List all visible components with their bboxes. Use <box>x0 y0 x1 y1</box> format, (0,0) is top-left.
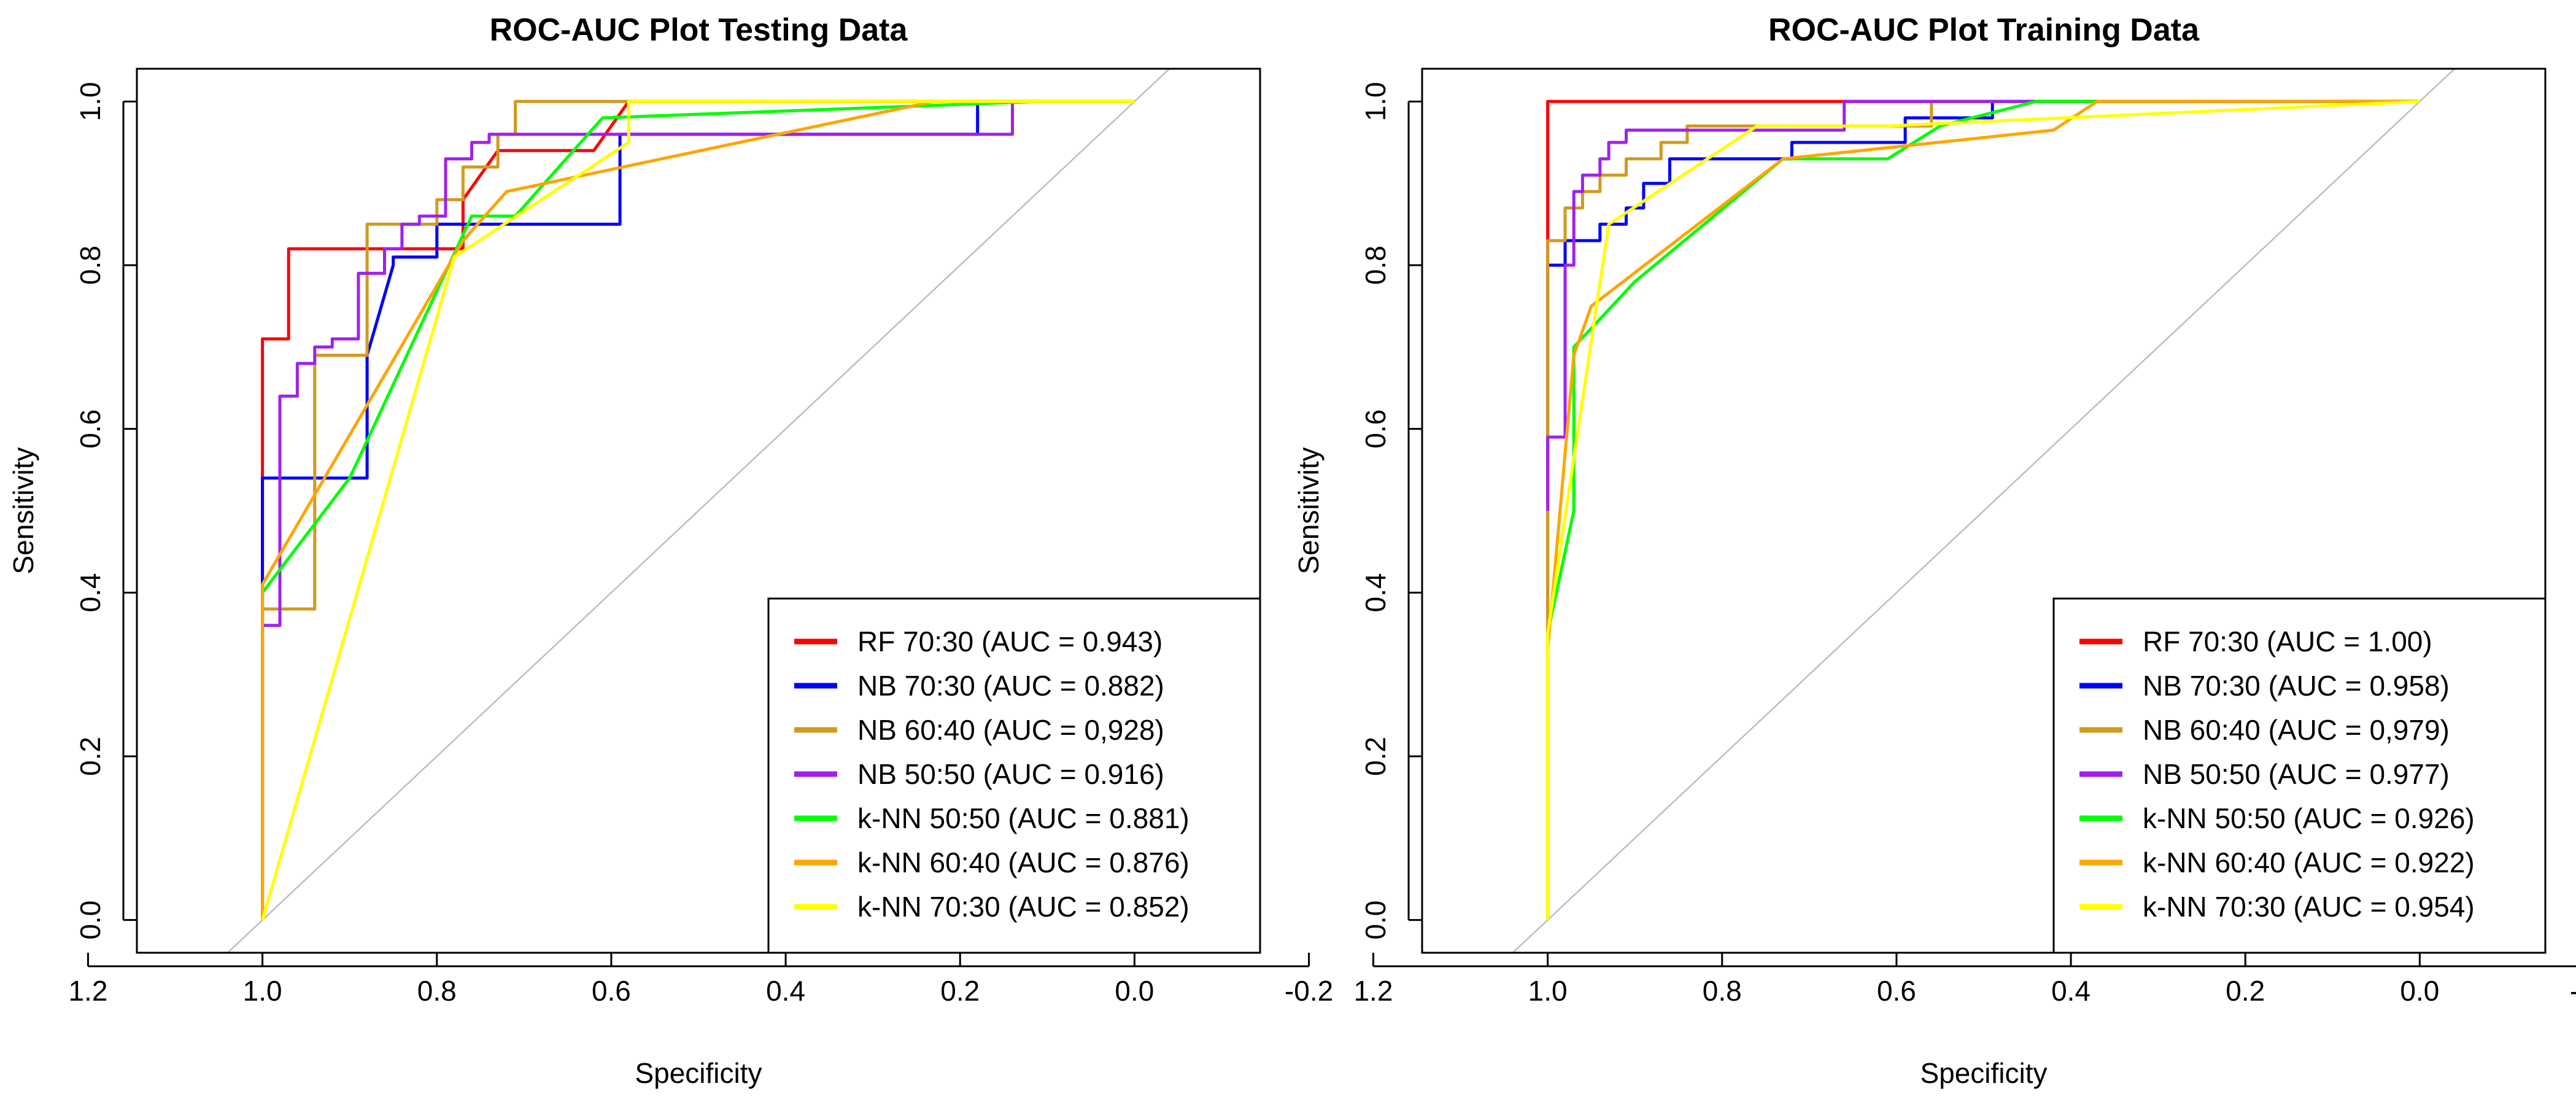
training-y-tick-label: 1.0 <box>1360 82 1391 121</box>
training-x-tick-label: 0.4 <box>2051 975 2091 1007</box>
training-plot-frame <box>1421 68 2547 954</box>
testing-legend-label-nb-50-50: NB 50:50 (AUC = 0.916) <box>857 758 1164 790</box>
testing-roc-line-k-nn-50-50 <box>261 99 1135 920</box>
training-roc-line-k-nn-60-40 <box>1546 99 2420 650</box>
training-legend-label-nb-60-40: NB 60:40 (AUC = 0,979) <box>2143 714 2450 746</box>
testing-y-axis-label: Sensitivity <box>7 447 39 574</box>
testing-legend-label-k-nn-50-50: k-NN 50:50 (AUC = 0.881) <box>857 802 1189 834</box>
testing-x-tick-label: 0.6 <box>592 975 631 1007</box>
training-legend-box <box>2052 597 2547 954</box>
training-lines-group <box>1511 69 2456 953</box>
training-legend: RF 70:30 (AUC = 1.00) NB 70:30 (AUC = 0.9… <box>2052 597 2547 954</box>
testing-y-tick-label: 0.4 <box>74 573 106 612</box>
training-chart-title: ROC-AUC Plot Training Data <box>1768 12 2200 48</box>
training-x-tick-label: 1.2 <box>1353 975 1393 1007</box>
testing-legend-box <box>767 597 1261 954</box>
testing-lines-group <box>226 69 1171 953</box>
testing-x-axis-label: Specificity <box>635 1057 762 1089</box>
testing-legend-label-nb-60-40: NB 60:40 (AUC = 0,928) <box>857 714 1164 746</box>
testing-x-tick-label: 1.2 <box>68 975 107 1007</box>
testing-y-tick-label: 1.0 <box>74 82 106 121</box>
testing-roc-line-k-nn-70-30 <box>261 99 1135 921</box>
training-roc-panel: ROC-AUC Plot Training Data Specificity S… <box>1293 12 2576 1089</box>
testing-x-tick-label: 1.0 <box>243 975 282 1007</box>
training-legend-label-nb-50-50: NB 50:50 (AUC = 0.977) <box>2143 758 2450 790</box>
training-roc-line-k-nn-70-30 <box>1546 99 2420 920</box>
testing-x-tick-label: 0.8 <box>417 975 457 1007</box>
testing-roc-line-nb-50-50 <box>262 99 1135 627</box>
training-roc-line-nb-50-50 <box>1546 99 2420 511</box>
training-y-tick-label: 0.6 <box>1360 409 1391 449</box>
testing-legend-label-k-nn-60-40: k-NN 60:40 (AUC = 0.876) <box>857 847 1189 878</box>
testing-legend-label-nb-70-30: NB 70:30 (AUC = 0.882) <box>857 670 1164 702</box>
training-x-axis-label: Specificity <box>1920 1057 2047 1089</box>
testing-chart-title: ROC-AUC Plot Testing Data <box>490 12 908 48</box>
training-x-tick-label: -0.2 <box>2570 975 2576 1007</box>
testing-x-tick-label: 0.0 <box>1115 975 1154 1007</box>
training-legend-label-rf-70-30: RF 70:30 (AUC = 1.00) <box>2143 626 2432 657</box>
testing-y-tick-label: 0.6 <box>74 409 106 449</box>
testing-y-tick-label: 0.0 <box>74 901 106 940</box>
training-x-tick-label: 0.6 <box>1877 975 1916 1007</box>
training-x-tick-label: 0.2 <box>2226 975 2265 1007</box>
testing-roc-panel: ROC-AUC Plot Testing Data Specificity Se… <box>7 12 1333 1089</box>
testing-x-tick-label: 0.2 <box>940 975 980 1007</box>
testing-y-tick-label: 0.8 <box>74 246 106 285</box>
testing-x-tick-label: 0.4 <box>766 975 805 1007</box>
training-legend-label-k-nn-70-30: k-NN 70:30 (AUC = 0.954) <box>2143 891 2475 923</box>
testing-legend: RF 70:30 (AUC = 0.943) NB 70:30 (AUC = 0.… <box>767 597 1261 954</box>
training-x-tick-label: 0.0 <box>2400 975 2439 1007</box>
testing-y-tick-label: 0.2 <box>74 737 106 776</box>
training-legend-label-nb-70-30: NB 70:30 (AUC = 0.958) <box>2143 670 2450 702</box>
testing-diagonal-reference-line <box>226 69 1171 953</box>
testing-legend-label-rf-70-30: RF 70:30 (AUC = 0.943) <box>857 626 1162 657</box>
training-x-tick-label: 1.0 <box>1528 975 1568 1007</box>
testing-x-tick-label: -0.2 <box>1285 975 1333 1007</box>
training-x-tick-label: 0.8 <box>1703 975 1742 1007</box>
training-legend-label-k-nn-60-40: k-NN 60:40 (AUC = 0.922) <box>2143 847 2475 878</box>
training-diagonal-reference-line <box>1511 69 2456 953</box>
training-y-tick-label: 0.8 <box>1360 246 1391 285</box>
training-y-tick-label: 0.4 <box>1360 573 1391 612</box>
training-legend-label-k-nn-50-50: k-NN 50:50 (AUC = 0.926) <box>2143 802 2475 834</box>
training-y-tick-label: 0.0 <box>1360 901 1391 940</box>
training-y-tick-label: 0.2 <box>1360 737 1391 776</box>
testing-legend-label-k-nn-70-30: k-NN 70:30 (AUC = 0.852) <box>857 891 1189 923</box>
testing-plot-frame <box>136 68 1261 954</box>
training-y-axis-label: Sensitivity <box>1293 447 1325 574</box>
